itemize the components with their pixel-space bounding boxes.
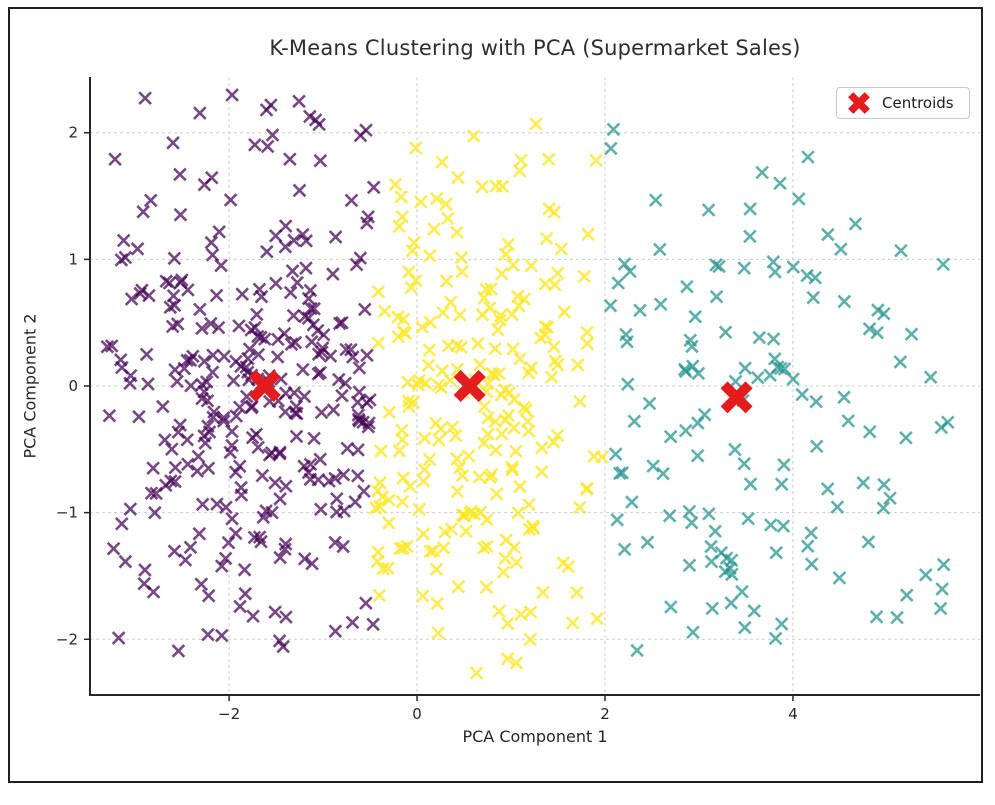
centroid-marker <box>720 381 753 414</box>
cluster-0-purple-points <box>100 88 381 658</box>
y-axis-label: PCA Component 2 <box>20 313 40 459</box>
y-tick-label: −2 <box>56 630 78 648</box>
legend: Centroids <box>836 87 970 119</box>
legend-label: Centroids <box>882 94 954 112</box>
x-tick-label: 2 <box>600 705 610 723</box>
cluster-1-yellow-points <box>368 117 609 680</box>
x-tick-label: 0 <box>412 705 422 723</box>
centroid-legend-icon <box>848 92 870 114</box>
y-tick-label: 1 <box>68 250 78 268</box>
x-axis-label: PCA Component 1 <box>462 727 608 746</box>
figure-border <box>8 7 983 783</box>
x-tick-label: 4 <box>788 705 798 723</box>
y-tick-label: 0 <box>68 377 78 395</box>
y-tick-label: −1 <box>56 504 78 522</box>
tick-marks <box>84 131 794 701</box>
x-tick-label: −2 <box>218 705 240 723</box>
chart-title: K-Means Clustering with PCA (Supermarket… <box>269 36 801 60</box>
cluster-2-teal-points <box>603 122 955 658</box>
centroid-marker <box>453 369 486 403</box>
gridlines <box>90 77 980 695</box>
y-tick-label: 2 <box>68 124 78 142</box>
centroid-markers <box>248 369 753 414</box>
centroid-marker <box>248 369 281 403</box>
